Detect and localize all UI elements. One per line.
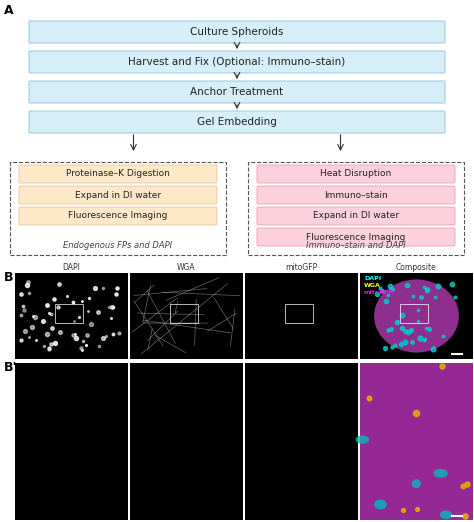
Ellipse shape (374, 500, 387, 509)
Text: Culture Spheroids: Culture Spheroids (191, 27, 283, 37)
FancyBboxPatch shape (19, 207, 217, 225)
Bar (130, 273, 243, 359)
Text: Harvest and Fix (Optional: Immuno–stain): Harvest and Fix (Optional: Immuno–stain) (128, 57, 346, 67)
FancyBboxPatch shape (29, 21, 445, 43)
FancyBboxPatch shape (29, 111, 445, 133)
FancyBboxPatch shape (19, 186, 217, 204)
Text: Immuno–stain: Immuno–stain (324, 191, 388, 199)
Text: DAPI: DAPI (364, 276, 381, 281)
FancyBboxPatch shape (29, 81, 445, 103)
Ellipse shape (374, 279, 459, 352)
Text: Proteinase–K Digestion: Proteinase–K Digestion (66, 170, 170, 179)
Bar (15, 363, 128, 520)
Text: mitoGFP: mitoGFP (285, 263, 318, 272)
Bar (245, 363, 358, 520)
Text: Anchor Treatment: Anchor Treatment (191, 87, 283, 97)
Text: Fluorescence Imaging: Fluorescence Imaging (68, 211, 168, 220)
Bar (170, 304, 198, 323)
Text: Expand in DI water: Expand in DI water (75, 191, 161, 199)
FancyBboxPatch shape (29, 51, 445, 73)
Text: Expand in DI water: Expand in DI water (313, 211, 399, 220)
Bar (15, 273, 128, 359)
Text: Gel Embedding: Gel Embedding (197, 117, 277, 127)
Ellipse shape (440, 511, 452, 519)
Text: WGA: WGA (177, 263, 196, 272)
Ellipse shape (356, 435, 369, 444)
Text: Endogenous FPs and DAPI: Endogenous FPs and DAPI (64, 241, 173, 250)
Text: mitoGFP: mitoGFP (364, 290, 394, 295)
Bar (248, 162, 464, 255)
Text: Fluorescence Imaging: Fluorescence Imaging (306, 232, 406, 242)
Text: WGA: WGA (364, 283, 381, 288)
Bar (284, 304, 313, 323)
Ellipse shape (411, 479, 421, 488)
FancyBboxPatch shape (257, 186, 455, 204)
FancyBboxPatch shape (257, 165, 455, 183)
FancyBboxPatch shape (257, 207, 455, 225)
FancyBboxPatch shape (19, 165, 217, 183)
Bar (400, 304, 428, 323)
Text: Composite: Composite (396, 263, 437, 272)
Bar (360, 273, 473, 359)
FancyBboxPatch shape (257, 228, 455, 246)
Text: A: A (4, 4, 14, 17)
Bar (55, 304, 83, 323)
Bar (10, 162, 226, 255)
Text: Heat Disruption: Heat Disruption (320, 170, 392, 179)
Bar (360, 363, 473, 520)
Text: Immuno–stain and DAPI: Immuno–stain and DAPI (306, 241, 406, 250)
Bar (245, 273, 358, 359)
Text: B': B' (4, 361, 18, 374)
Ellipse shape (433, 469, 448, 478)
Text: B: B (4, 271, 13, 284)
Text: DAPI: DAPI (63, 263, 81, 272)
Bar (360, 363, 473, 520)
Bar (130, 363, 243, 520)
